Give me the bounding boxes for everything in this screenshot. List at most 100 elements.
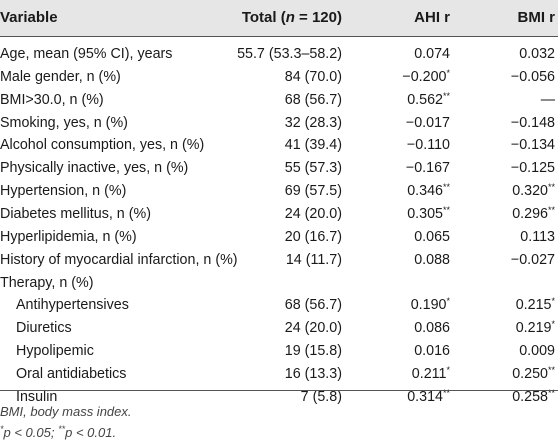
cell-total: 24 (20.0): [284, 205, 342, 222]
cell-ahi-significance: *: [446, 67, 450, 78]
cell-bmi-significance: **: [547, 364, 555, 375]
cell-ahi: 0.346**: [330, 180, 450, 203]
cell-variable: Physically inactive, yes, n (%): [0, 160, 189, 177]
cell-variable: Hypolipemic: [16, 343, 94, 360]
cell-ahi: 0.074: [330, 43, 450, 66]
cell-variable: Smoking, yes, n (%): [0, 114, 128, 131]
cell-bmi: 0.219*: [435, 317, 555, 340]
footnote-significance: *p < 0.05; **p < 0.01.: [0, 422, 132, 443]
cell-ahi-significance: *: [446, 296, 450, 307]
cell-bmi: −0.134: [435, 134, 555, 157]
table-row: Smoking, yes, n (%) 32 (28.3) −0.017 −0.148: [0, 112, 558, 135]
table-row: Diuretics 24 (20.0) 0.086 0.219*: [0, 317, 558, 340]
cell-ahi-value: −0.200: [402, 68, 447, 85]
cell-variable: Therapy, n (%): [0, 274, 94, 291]
cell-total: [162, 272, 342, 295]
cell-total: 55.7 (53.3–58.2): [237, 46, 342, 62]
table-row: Male gender, n (%) 84 (70.0) −0.200* −0.056: [0, 66, 558, 89]
cell-total: 55 (57.3): [284, 160, 342, 177]
cell-ahi-value: 0.305: [407, 205, 443, 222]
cell-ahi: −0.017: [330, 112, 450, 135]
cell-variable: Age, mean (95% CI), years: [0, 46, 173, 62]
header-rule: [0, 36, 558, 37]
header-bmi: BMI r: [517, 9, 556, 26]
cell-ahi-value: 0.074: [414, 46, 450, 62]
cell-bmi: 0.113: [435, 226, 555, 249]
cell-bmi-significance: *: [551, 319, 555, 330]
cell-bmi-value: 0.032: [519, 46, 555, 62]
cell-bmi: [435, 272, 555, 295]
cell-variable: History of myocardial infarction, n (%): [0, 251, 238, 268]
cell-bmi-value: −0.027: [510, 251, 555, 268]
cell-bmi-value: −0.125: [510, 160, 555, 177]
cell-ahi-value: 0.346: [407, 183, 443, 200]
cell-ahi-value: −0.017: [405, 114, 450, 131]
cell-bmi: 0.296**: [435, 203, 555, 226]
cell-ahi-significance: **: [442, 387, 450, 398]
cell-bmi: 0.215*: [435, 294, 555, 317]
footnotes: BMI, body mass index. *p < 0.05; **p < 0…: [0, 401, 132, 443]
footnote-p05: p < 0.05;: [3, 425, 59, 440]
table-row: BMI>30.0, n (%) 68 (56.7) 0.562** —: [0, 89, 558, 112]
cell-ahi-value: 0.562: [407, 91, 443, 108]
header-total-n: n: [285, 9, 295, 26]
footnote-star-double: **: [58, 424, 66, 434]
cell-total: 69 (57.5): [284, 183, 342, 200]
cell-ahi-significance: **: [442, 90, 450, 101]
cell-bmi-value: 0.320: [512, 183, 548, 200]
cell-variable: Oral antidiabetics: [16, 365, 127, 382]
cell-ahi-value: 0.065: [414, 228, 450, 245]
cell-ahi-value: 0.190: [410, 297, 447, 314]
footnote-star-single: *: [0, 424, 4, 434]
table-row: Age, mean (95% CI), years 55.7 (53.3–58.2…: [0, 43, 558, 66]
table-row: Alcohol consumption, yes, n (%) 41 (39.4)…: [0, 134, 558, 157]
cell-total: 68 (56.7): [284, 91, 342, 108]
cell-ahi-significance: **: [442, 182, 450, 193]
cell-ahi: 0.065: [330, 226, 450, 249]
cell-variable: Hyperlipidemia, n (%): [0, 228, 137, 245]
header-total-suffix: = 120): [294, 9, 342, 26]
header-ahi: AHI r: [414, 9, 450, 26]
cell-ahi: −0.167: [330, 157, 450, 180]
table-row: Diabetes mellitus, n (%) 24 (20.0) 0.305**…: [0, 203, 558, 226]
cell-variable: Hypertension, n (%): [0, 183, 127, 200]
cell-bmi-value: —: [540, 91, 555, 108]
cell-bmi-value: 0.296: [512, 205, 548, 222]
cell-bmi-value: 0.113: [520, 228, 555, 245]
cell-bmi: —: [435, 89, 555, 112]
cell-bmi-value: 0.258: [512, 388, 548, 405]
cell-bmi: 0.009: [435, 340, 555, 363]
cell-bmi: −0.148: [435, 112, 555, 135]
table-row: Insulin 7 (5.8) 0.314** 0.258**: [0, 386, 558, 409]
table-row: History of myocardial infarction, n (%) 1…: [0, 249, 558, 272]
cell-variable: Diuretics: [16, 320, 72, 337]
cell-total: 14 (11.7): [285, 251, 342, 268]
cell-ahi-value: 0.086: [414, 320, 450, 337]
cell-bmi-significance: **: [547, 204, 555, 215]
cell-total: 24 (20.0): [284, 320, 342, 337]
cell-bmi: 0.258**: [435, 386, 555, 409]
table-row: Hypolipemic 19 (15.8) 0.016 0.009: [0, 340, 558, 363]
cell-total: 41 (39.4): [284, 137, 342, 154]
table-row: Oral antidiabetics 16 (13.3) 0.211* 0.250**: [0, 363, 558, 386]
cell-ahi: −0.110: [330, 134, 450, 157]
cell-bmi-value: 0.215: [515, 297, 552, 314]
cell-bmi-value: 0.219: [515, 320, 552, 337]
table-row: Physically inactive, yes, n (%) 55 (57.3)…: [0, 157, 558, 180]
cell-bmi-significance: **: [547, 387, 555, 398]
header-total-prefix: Total (: [241, 9, 286, 26]
cell-bmi-significance: **: [547, 182, 555, 193]
table-row: Hypertension, n (%) 69 (57.5) 0.346** 0.320…: [0, 180, 558, 203]
cell-ahi-value: 0.016: [414, 343, 450, 360]
cell-variable: BMI>30.0, n (%): [0, 91, 104, 108]
cell-ahi: −0.200*: [330, 66, 450, 89]
table-row: Hyperlipidemia, n (%) 20 (16.7) 0.065 0.113: [0, 226, 558, 249]
cell-bmi-value: −0.148: [510, 114, 555, 131]
cell-bmi-significance: *: [551, 296, 555, 307]
table-header: Variable Total (n = 120) AHI r BMI r: [0, 0, 558, 36]
cell-ahi: 0.211*: [330, 363, 450, 386]
cell-bmi-value: 0.250: [512, 365, 548, 382]
cell-ahi: 0.190*: [330, 294, 450, 317]
footnote-p01: p < 0.01.: [65, 425, 117, 440]
